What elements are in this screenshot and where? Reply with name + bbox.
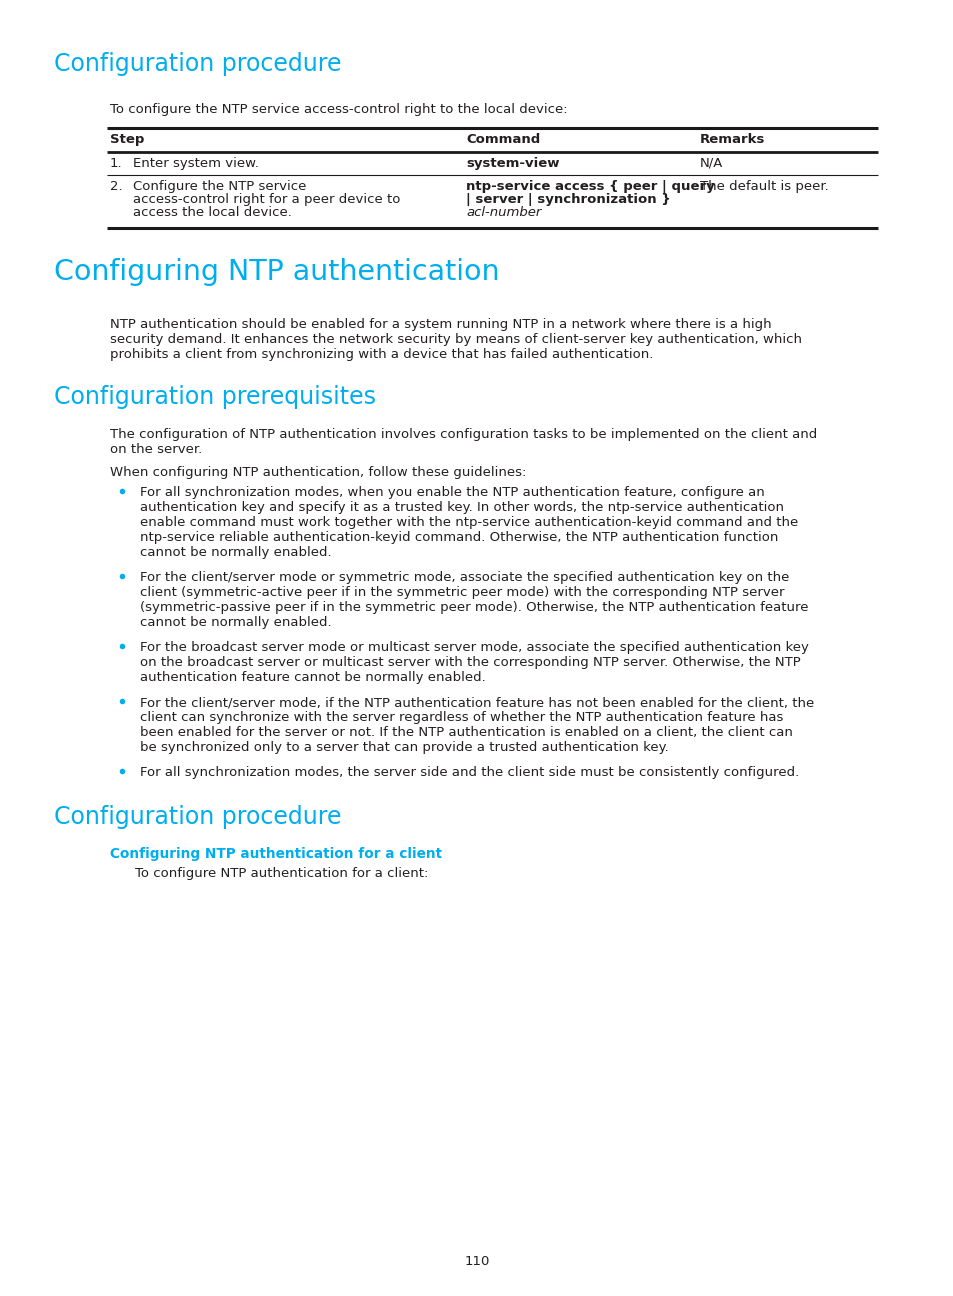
- Text: Configure the NTP service: Configure the NTP service: [132, 180, 306, 193]
- Text: client can synchronize with the server regardless of whether the NTP authenticat: client can synchronize with the server r…: [140, 712, 782, 724]
- Text: on the broadcast server or multicast server with the corresponding NTP server. O: on the broadcast server or multicast ser…: [140, 656, 800, 669]
- Text: Step: Step: [110, 133, 144, 146]
- Text: security demand. It enhances the network security by means of client-server key : security demand. It enhances the network…: [110, 333, 801, 346]
- Text: Configuration procedure: Configuration procedure: [54, 52, 341, 76]
- Text: Configuring NTP authentication: Configuring NTP authentication: [54, 258, 499, 286]
- Text: acl-number: acl-number: [465, 206, 540, 219]
- Text: For the client/server mode, if the NTP authentication feature has not been enabl: For the client/server mode, if the NTP a…: [140, 696, 814, 709]
- Text: | server | synchronization }: | server | synchronization }: [465, 193, 670, 206]
- Text: For the client/server mode or symmetric mode, associate the specified authentica: For the client/server mode or symmetric …: [140, 572, 788, 584]
- Text: The configuration of NTP authentication involves configuration tasks to be imple: The configuration of NTP authentication …: [110, 428, 817, 441]
- Text: (symmetric-passive peer if in the symmetric peer mode). Otherwise, the NTP authe: (symmetric-passive peer if in the symmet…: [140, 601, 807, 614]
- Text: enable command must work together with the ntp-service authentication-keyid comm: enable command must work together with t…: [140, 516, 798, 529]
- Text: be synchronized only to a server that can provide a trusted authentication key.: be synchronized only to a server that ca…: [140, 741, 668, 754]
- Text: system-view: system-view: [465, 157, 558, 170]
- Text: on the server.: on the server.: [110, 443, 202, 456]
- Text: cannot be normally enabled.: cannot be normally enabled.: [140, 546, 332, 559]
- Text: access-control right for a peer device to: access-control right for a peer device t…: [132, 193, 400, 206]
- Text: 1.: 1.: [110, 157, 123, 170]
- Text: Remarks: Remarks: [700, 133, 764, 146]
- Text: access the local device.: access the local device.: [132, 206, 292, 219]
- Text: Enter system view.: Enter system view.: [132, 157, 258, 170]
- Text: cannot be normally enabled.: cannot be normally enabled.: [140, 616, 332, 629]
- Text: For all synchronization modes, when you enable the NTP authentication feature, c: For all synchronization modes, when you …: [140, 486, 764, 499]
- Text: prohibits a client from synchronizing with a device that has failed authenticati: prohibits a client from synchronizing wi…: [110, 349, 653, 362]
- Text: been enabled for the server or not. If the NTP authentication is enabled on a cl: been enabled for the server or not. If t…: [140, 726, 792, 739]
- Text: Configuration prerequisites: Configuration prerequisites: [54, 385, 375, 410]
- Text: ntp-service reliable authentication-keyid command. Otherwise, the NTP authentica: ntp-service reliable authentication-keyi…: [140, 531, 778, 544]
- Text: Command: Command: [465, 133, 539, 146]
- Text: N/A: N/A: [700, 157, 722, 170]
- Text: Configuring NTP authentication for a client: Configuring NTP authentication for a cli…: [110, 848, 441, 861]
- Text: NTP authentication should be enabled for a system running NTP in a network where: NTP authentication should be enabled for…: [110, 318, 771, 330]
- Text: Configuration procedure: Configuration procedure: [54, 805, 341, 829]
- Text: To configure NTP authentication for a client:: To configure NTP authentication for a cl…: [135, 867, 428, 880]
- Text: To configure the NTP service access-control right to the local device:: To configure the NTP service access-cont…: [110, 102, 567, 117]
- Text: For all synchronization modes, the server side and the client side must be consi: For all synchronization modes, the serve…: [140, 766, 799, 779]
- Text: The default is peer.: The default is peer.: [700, 180, 828, 193]
- Text: 110: 110: [464, 1255, 489, 1267]
- Text: When configuring NTP authentication, follow these guidelines:: When configuring NTP authentication, fol…: [110, 467, 526, 480]
- Text: authentication feature cannot be normally enabled.: authentication feature cannot be normall…: [140, 671, 485, 684]
- Text: ntp-service access { peer | query: ntp-service access { peer | query: [465, 180, 714, 193]
- Text: 2.: 2.: [110, 180, 123, 193]
- Text: For the broadcast server mode or multicast server mode, associate the specified : For the broadcast server mode or multica…: [140, 642, 808, 654]
- Text: authentication key and specify it as a trusted key. In other words, the ntp-serv: authentication key and specify it as a t…: [140, 502, 783, 515]
- Text: client (symmetric-active peer if in the symmetric peer mode) with the correspond: client (symmetric-active peer if in the …: [140, 586, 783, 599]
